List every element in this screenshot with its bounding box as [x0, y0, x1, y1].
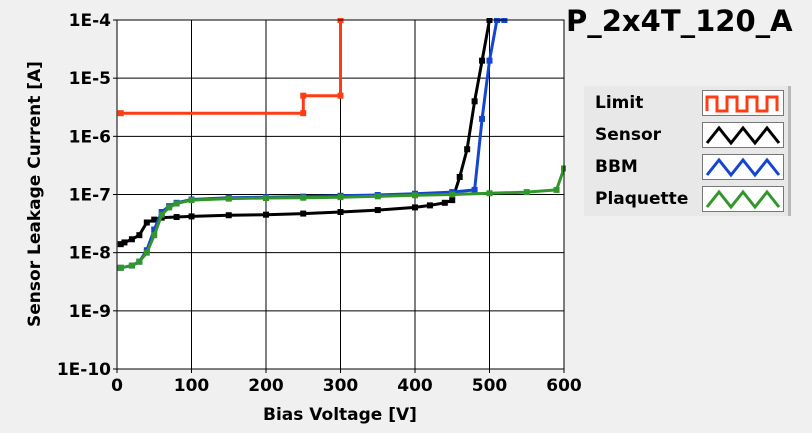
data-point-sensor: [188, 213, 195, 220]
data-point-sensor: [136, 232, 143, 239]
data-point-plaquette: [553, 186, 560, 193]
data-point-sensor: [449, 197, 456, 204]
data-point-sensor: [225, 212, 232, 219]
data-point-plaquette: [166, 204, 173, 211]
legend-line-limit: [705, 95, 779, 113]
data-point-plaquette: [151, 232, 158, 239]
data-point-plaquette: [412, 192, 418, 199]
series-layer: [117, 18, 566, 271]
legend-label: BBM: [595, 157, 638, 177]
data-point-sensor: [151, 216, 158, 223]
legend: Limit Sensor BBM Plaquette: [584, 86, 791, 216]
data-point-plaquette: [173, 200, 180, 207]
data-point-sensor: [337, 209, 344, 216]
y-tick-label: 1E-9: [69, 302, 111, 322]
data-point-plaquette: [188, 197, 195, 204]
chart-title: P_2x4T_120_A: [566, 4, 793, 38]
y-axis: 1E-10 1E-9 1E-8 1E-7 1E-6 1E-5 1E-4: [57, 11, 117, 380]
x-tick-label: 200: [248, 376, 284, 396]
data-point-sensor: [456, 173, 463, 180]
data-point-bbm: [471, 186, 478, 193]
x-axis-title: Bias Voltage [V]: [263, 405, 417, 425]
data-point-sensor: [128, 236, 135, 243]
x-tick-label: 0: [111, 376, 123, 396]
data-point-plaquette: [225, 195, 232, 202]
data-point-limit: [300, 110, 307, 117]
x-tick-label: 400: [397, 376, 433, 396]
legend-item-bbm[interactable]: BBM: [584, 152, 784, 182]
data-point-sensor: [143, 219, 150, 226]
data-point-sensor: [426, 202, 433, 209]
legend-swatch-plaquette: [702, 186, 784, 212]
y-tick-label: 1E-5: [69, 69, 111, 89]
data-point-plaquette: [158, 211, 165, 218]
data-point-sensor: [412, 204, 418, 211]
data-point-plaquette: [117, 264, 124, 271]
data-point-plaquette: [300, 194, 307, 201]
legend-line-plaquette: [705, 189, 781, 210]
data-point-plaquette: [449, 191, 456, 198]
data-point-sensor: [441, 199, 448, 206]
legend-line-bbm: [705, 157, 781, 178]
data-point-plaquette: [143, 249, 150, 256]
data-point-plaquette: [136, 258, 143, 265]
data-point-plaquette: [523, 189, 530, 196]
data-point-sensor: [471, 98, 478, 105]
data-point-bbm: [151, 226, 158, 233]
data-point-limit: [337, 92, 344, 99]
x-tick-label: 300: [323, 376, 359, 396]
y-axis-title: Sensor Leakage Current [A]: [25, 61, 45, 327]
data-point-plaquette: [128, 262, 135, 269]
data-point-plaquette: [337, 194, 344, 201]
data-point-limit: [300, 92, 307, 99]
y-tick-label: 1E-7: [69, 186, 111, 206]
data-point-sensor: [121, 239, 128, 246]
legend-item-plaquette[interactable]: Plaquette: [584, 184, 784, 214]
legend-label: Limit: [595, 93, 644, 113]
legend-item-sensor[interactable]: Sensor: [584, 120, 784, 150]
x-tick-label: 100: [174, 376, 210, 396]
data-point-plaquette: [263, 195, 269, 202]
data-point-sensor: [173, 214, 180, 221]
data-point-limit: [117, 110, 124, 117]
y-tick-label: 1E-8: [69, 244, 111, 264]
y-tick-label: 1E-4: [69, 11, 111, 31]
legend-line-sensor: [705, 125, 781, 146]
data-point-sensor: [479, 57, 486, 64]
data-point-plaquette: [486, 190, 493, 197]
x-tick-label: 500: [472, 376, 508, 396]
series-plaquette: [117, 165, 566, 271]
data-point-sensor: [263, 211, 269, 218]
legend-item-limit[interactable]: Limit: [584, 88, 784, 118]
data-point-sensor: [300, 210, 307, 217]
legend-label: Sensor: [595, 125, 662, 145]
legend-label: Plaquette: [595, 189, 689, 209]
y-tick-label: 1E-6: [69, 127, 111, 147]
legend-swatch-limit: [702, 90, 784, 116]
data-point-sensor: [374, 207, 381, 214]
y-tick-label: 1E-10: [57, 360, 111, 380]
legend-swatch-sensor: [702, 122, 784, 148]
data-point-bbm: [479, 115, 486, 122]
data-point-sensor: [117, 241, 124, 248]
x-axis: 0 100 200 300 400 500 600: [111, 369, 582, 396]
x-tick-label: 600: [546, 376, 582, 396]
legend-swatch-bbm: [702, 154, 784, 180]
data-point-bbm: [486, 57, 493, 64]
data-point-plaquette: [374, 193, 381, 200]
data-point-sensor: [464, 146, 471, 153]
